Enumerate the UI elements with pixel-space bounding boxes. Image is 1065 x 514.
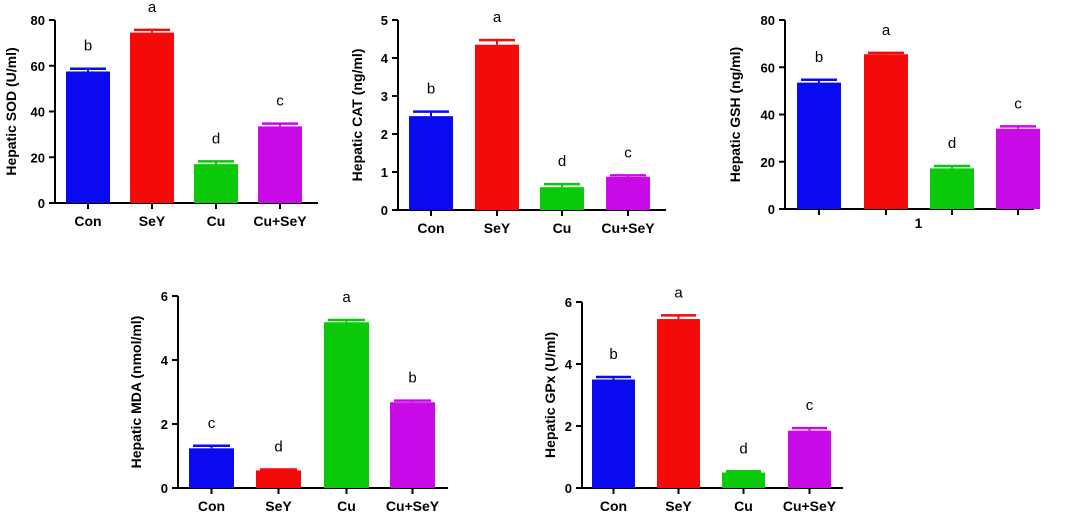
x-axis-label: 1 — [915, 215, 923, 231]
bar-con — [592, 379, 635, 488]
chart-cat: 0 1 2 3 4 5 b Con a SeY d Cu c Cu+SeY Hepatic CAT (ng/… — [349, 9, 666, 236]
significance-letter: d — [274, 438, 282, 455]
bar-cu — [324, 322, 369, 488]
x-tick-label: Con — [600, 498, 627, 514]
bar-cu-sey — [390, 402, 435, 488]
significance-letter: d — [948, 135, 956, 152]
significance-letter: a — [882, 22, 891, 39]
x-tick-label: Cu+SeY — [601, 220, 655, 236]
x-tick-label: SeY — [484, 220, 511, 236]
y-tick-label: 0 — [768, 202, 775, 217]
y-tick-label: 80 — [761, 13, 775, 28]
bar-cu — [540, 187, 584, 210]
bar-cu-sey — [788, 430, 831, 488]
x-tick-label: Cu — [734, 498, 753, 514]
significance-letter: d — [558, 153, 566, 170]
bar-cu — [930, 168, 974, 209]
y-tick-label: 0 — [38, 196, 45, 211]
y-tick-label: 1 — [381, 165, 388, 180]
y-tick-label: 3 — [381, 89, 388, 104]
x-tick-label: Con — [74, 213, 101, 229]
y-tick-label: 4 — [381, 51, 389, 66]
x-tick-label: Con — [198, 498, 225, 514]
y-tick-label: 40 — [31, 105, 45, 120]
bar-con — [409, 116, 453, 210]
x-tick-label: Cu+SeY — [783, 498, 837, 514]
y-tick-label: 0 — [565, 481, 572, 496]
x-tick-label: Cu+SeY — [253, 213, 307, 229]
x-tick-label: SeY — [139, 213, 166, 229]
y-axis-label: Hepatic GPx (U/ml) — [542, 332, 558, 458]
bar-sey — [657, 319, 700, 488]
chart-gpx: 0 2 4 6 b Con a SeY d Cu c Cu+SeY Hepatic GPx (U/ml) — [542, 284, 843, 514]
significance-letter: d — [739, 440, 747, 457]
y-tick-label: 5 — [381, 13, 388, 28]
bar-sey — [130, 32, 174, 203]
chart-sod: 0 20 40 60 80 b Con a SeY d Cu c Cu+SeY Hepatic SOD (… — [3, 0, 318, 229]
bar-sey — [864, 54, 908, 209]
y-axis-label: Hepatic MDA (nmol/ml) — [128, 316, 144, 469]
y-tick-label: 2 — [381, 127, 388, 142]
significance-letter: b — [427, 81, 435, 98]
x-tick-label: Con — [417, 220, 444, 236]
significance-letter: c — [1014, 95, 1022, 112]
significance-letter: c — [276, 93, 284, 110]
significance-letter: a — [342, 289, 351, 306]
y-axis-label: Hepatic CAT (ng/ml) — [349, 49, 365, 182]
chart-gsh: 0 20 40 60 80 b a d c 1 Hepatic GSH (ng/ml) — [727, 13, 1040, 231]
y-tick-label: 20 — [31, 150, 45, 165]
bar-con — [189, 448, 234, 488]
x-tick-label: SeY — [265, 498, 292, 514]
bar-cu-sey — [606, 176, 650, 210]
bar-cu-sey — [258, 126, 302, 203]
y-tick-label: 2 — [565, 419, 572, 434]
bar-cu-sey — [996, 128, 1040, 209]
y-tick-label: 60 — [31, 59, 45, 74]
y-tick-label: 6 — [565, 295, 572, 310]
significance-letter: b — [408, 370, 416, 387]
significance-letter: a — [493, 9, 502, 26]
y-tick-label: 0 — [161, 481, 168, 496]
significance-letter: c — [208, 415, 216, 432]
significance-letter: d — [212, 130, 220, 147]
bar-cu — [722, 472, 765, 488]
y-tick-label: 0 — [381, 203, 388, 218]
x-tick-label: SeY — [665, 498, 692, 514]
x-tick-label: Cu — [553, 220, 572, 236]
x-tick-label: Cu+SeY — [386, 498, 440, 514]
bar-cu — [194, 164, 238, 203]
y-tick-label: 40 — [761, 108, 775, 123]
y-tick-label: 4 — [161, 353, 169, 368]
significance-letter: c — [806, 397, 814, 414]
x-tick-label: Cu — [207, 213, 226, 229]
significance-letter: a — [148, 0, 157, 16]
significance-letter: b — [84, 38, 92, 55]
bar-con — [66, 71, 110, 203]
bar-sey — [256, 470, 301, 488]
bar-sey — [475, 44, 519, 211]
y-tick-label: 4 — [565, 357, 573, 372]
significance-letter: c — [624, 144, 632, 161]
bar-con — [797, 82, 841, 209]
chart-mda: 0 2 4 6 c Con d SeY a Cu b Cu+SeY Hepatic MDA (nmol/… — [128, 289, 448, 514]
x-tick-label: Cu — [337, 498, 356, 514]
y-tick-label: 60 — [761, 60, 775, 75]
significance-letter: b — [609, 346, 617, 363]
y-tick-label: 80 — [31, 13, 45, 28]
y-axis-label: Hepatic SOD (U/ml) — [3, 47, 19, 175]
significance-letter: a — [674, 284, 683, 301]
significance-letter: b — [815, 49, 823, 66]
y-tick-label: 20 — [761, 155, 775, 170]
y-tick-label: 6 — [161, 289, 168, 304]
y-tick-label: 2 — [161, 417, 168, 432]
y-axis-label: Hepatic GSH (ng/ml) — [727, 47, 743, 182]
